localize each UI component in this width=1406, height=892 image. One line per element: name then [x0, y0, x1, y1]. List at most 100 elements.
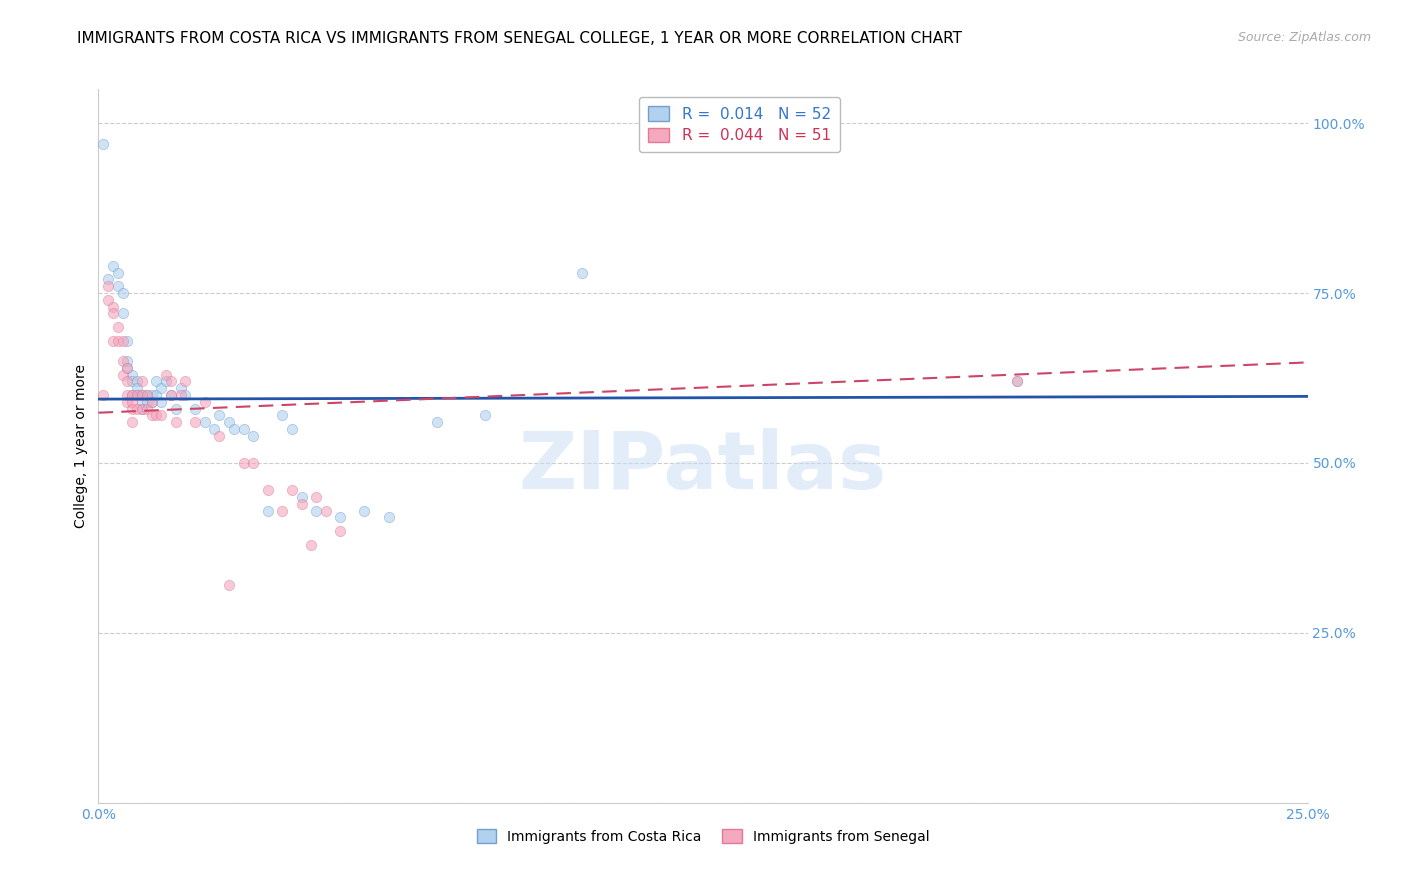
Legend: Immigrants from Costa Rica, Immigrants from Senegal: Immigrants from Costa Rica, Immigrants f… — [471, 824, 935, 849]
Point — [145, 409, 167, 423]
Point — [131, 394, 153, 409]
Point — [107, 334, 129, 348]
Point — [315, 503, 337, 517]
Point — [271, 503, 294, 517]
Point — [131, 375, 153, 389]
Point — [97, 272, 120, 286]
Point — [145, 375, 167, 389]
Point — [135, 394, 157, 409]
Point — [150, 394, 173, 409]
Point — [194, 415, 217, 429]
Text: ZIPatlas: ZIPatlas — [519, 428, 887, 507]
Point — [208, 429, 231, 443]
Point — [97, 279, 120, 293]
Point — [131, 388, 153, 402]
Point — [1007, 375, 1029, 389]
Point — [150, 381, 173, 395]
Point — [121, 388, 143, 402]
Point — [117, 394, 139, 409]
Point — [97, 293, 120, 307]
Point — [165, 401, 187, 416]
Point — [160, 388, 183, 402]
Point — [165, 415, 187, 429]
Point — [174, 375, 197, 389]
Point — [141, 394, 163, 409]
Point — [101, 306, 124, 320]
Point — [131, 401, 153, 416]
Point — [141, 409, 163, 423]
Point — [208, 409, 231, 423]
Point — [353, 503, 375, 517]
Point — [155, 368, 177, 382]
Point — [127, 388, 149, 402]
Point — [111, 368, 134, 382]
Point — [242, 456, 264, 470]
Point — [121, 415, 143, 429]
Point — [160, 375, 183, 389]
Point — [131, 401, 153, 416]
Point — [155, 375, 177, 389]
Point — [117, 360, 139, 375]
Point — [117, 388, 139, 402]
Point — [329, 510, 352, 524]
Point — [184, 401, 207, 416]
Point — [150, 409, 173, 423]
Point — [135, 388, 157, 402]
Point — [281, 483, 304, 498]
Point — [169, 381, 191, 395]
Point — [91, 136, 114, 151]
Point — [107, 320, 129, 334]
Point — [218, 578, 240, 592]
Point — [377, 510, 399, 524]
Point — [290, 497, 312, 511]
Point — [127, 381, 149, 395]
Point — [305, 490, 328, 504]
Point — [117, 375, 139, 389]
Point — [127, 388, 149, 402]
Point — [127, 401, 149, 416]
Point — [141, 388, 163, 402]
Point — [222, 422, 245, 436]
Point — [107, 266, 129, 280]
Point — [571, 266, 593, 280]
Point — [121, 375, 143, 389]
Point — [101, 259, 124, 273]
Point — [135, 388, 157, 402]
Point — [111, 354, 134, 368]
Point — [121, 401, 143, 416]
Point — [117, 354, 139, 368]
Point — [1007, 375, 1029, 389]
Point — [426, 415, 449, 429]
Point — [131, 388, 153, 402]
Point — [305, 503, 328, 517]
Point — [141, 394, 163, 409]
Y-axis label: College, 1 year or more: College, 1 year or more — [75, 364, 89, 528]
Point — [91, 388, 114, 402]
Point — [145, 388, 167, 402]
Point — [169, 388, 191, 402]
Point — [256, 483, 278, 498]
Point — [121, 394, 143, 409]
Point — [111, 306, 134, 320]
Point — [121, 388, 143, 402]
Point — [242, 429, 264, 443]
Point — [204, 422, 226, 436]
Point — [271, 409, 294, 423]
Point — [232, 456, 254, 470]
Point — [117, 360, 139, 375]
Point — [194, 394, 217, 409]
Point — [329, 524, 352, 538]
Text: Source: ZipAtlas.com: Source: ZipAtlas.com — [1237, 31, 1371, 45]
Point — [111, 286, 134, 301]
Point — [101, 300, 124, 314]
Point — [256, 503, 278, 517]
Point — [107, 279, 129, 293]
Point — [232, 422, 254, 436]
Point — [299, 537, 322, 551]
Point — [111, 334, 134, 348]
Point — [474, 409, 496, 423]
Point — [281, 422, 304, 436]
Point — [160, 388, 183, 402]
Text: IMMIGRANTS FROM COSTA RICA VS IMMIGRANTS FROM SENEGAL COLLEGE, 1 YEAR OR MORE CO: IMMIGRANTS FROM COSTA RICA VS IMMIGRANTS… — [77, 31, 962, 46]
Point — [174, 388, 197, 402]
